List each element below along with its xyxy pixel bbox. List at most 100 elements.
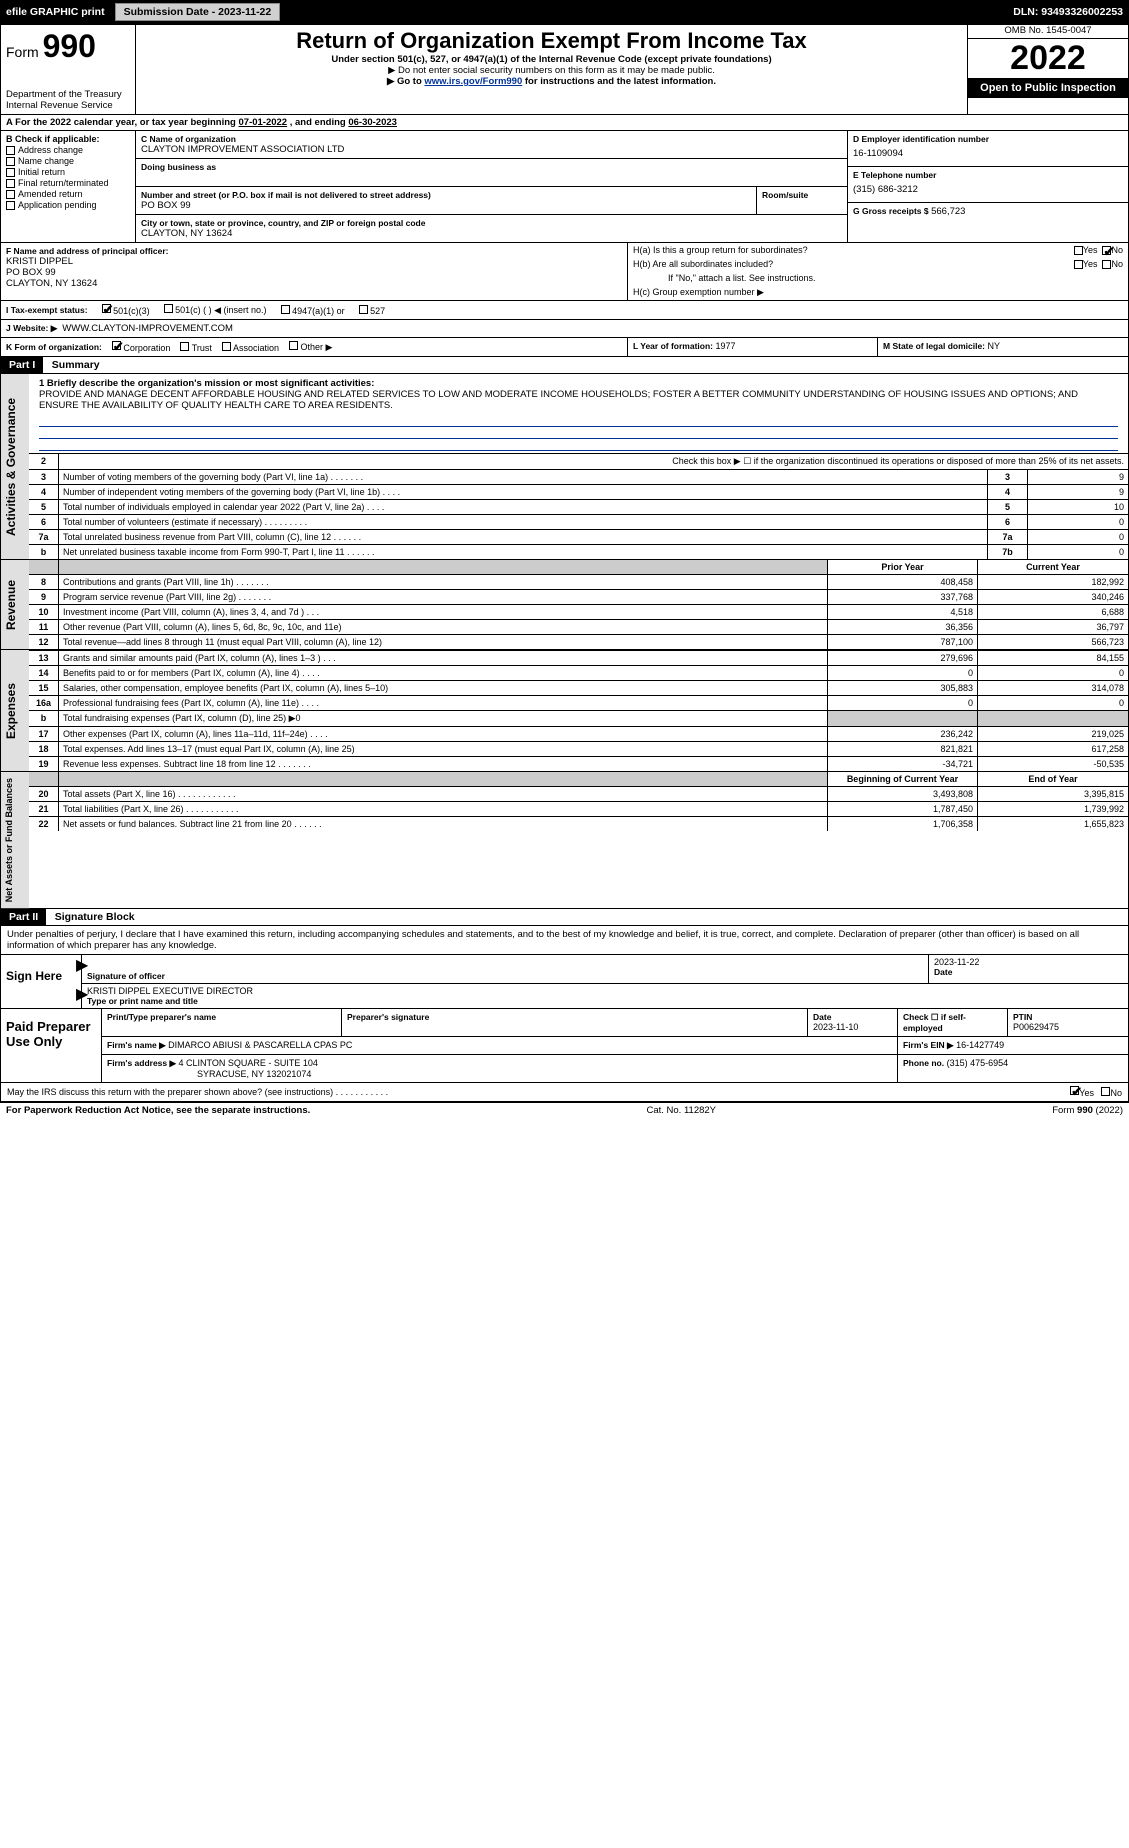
irs-label: Internal Revenue Service <box>6 100 130 111</box>
form-id-cell: Form 990 Department of the Treasury Inte… <box>1 25 136 114</box>
firm-name: DIMARCO ABIUSI & PASCARELLA CPAS PC <box>168 1040 352 1050</box>
form-word: Form <box>6 44 39 60</box>
table-row: 10Investment income (Part VIII, column (… <box>29 604 1128 619</box>
netassets-section: Net Assets or Fund Balances Beginning of… <box>1 772 1128 909</box>
org-addr: PO BOX 99 <box>141 200 751 211</box>
preparer-date: 2023-11-10 <box>813 1022 892 1032</box>
hb-label: H(b) Are all subordinates included? <box>633 259 1074 269</box>
discuss-row: May the IRS discuss this return with the… <box>1 1083 1128 1102</box>
paid-label: Paid Preparer Use Only <box>1 1009 101 1082</box>
table-row: 3Number of voting members of the governi… <box>29 469 1128 484</box>
room-label: Room/suite <box>762 190 842 200</box>
submission-button[interactable]: Submission Date - 2023-11-22 <box>115 3 281 21</box>
d-label: D Employer identification number <box>853 134 1123 144</box>
table-row: 13Grants and similar amounts paid (Part … <box>29 650 1128 665</box>
org-city: CLAYTON, NY 13624 <box>141 228 842 239</box>
form-title: Return of Organization Exempt From Incom… <box>141 28 962 54</box>
tax-year: 2022 <box>968 39 1128 78</box>
table-row: 9Program service revenue (Part VIII, lin… <box>29 589 1128 604</box>
line2: Check this box ▶ ☐ if the organization d… <box>59 454 1128 469</box>
checkbox[interactable] <box>6 146 15 155</box>
form-header: Form 990 Department of the Treasury Inte… <box>1 25 1128 115</box>
check-b-label: B Check if applicable: <box>6 134 130 144</box>
checkbox[interactable] <box>6 201 15 210</box>
declaration: Under penalties of perjury, I declare th… <box>1 926 1128 955</box>
501c3-box[interactable]: ✔ <box>102 304 111 313</box>
form-container: Form 990 Department of the Treasury Inte… <box>0 24 1129 1103</box>
hb-no-box[interactable] <box>1102 260 1111 269</box>
title-cell: Return of Organization Exempt From Incom… <box>136 25 968 114</box>
firm-ein: 16-1427749 <box>956 1040 1004 1050</box>
firm-addr2: SYRACUSE, NY 132021074 <box>107 1069 892 1079</box>
table-row: 6Total number of volunteers (estimate if… <box>29 514 1128 529</box>
table-row: 15Salaries, other compensation, employee… <box>29 680 1128 695</box>
i-label: I Tax-exempt status: <box>6 305 88 315</box>
table-row: 8Contributions and grants (Part VIII, li… <box>29 574 1128 589</box>
officer-addr1: PO BOX 99 <box>6 267 622 278</box>
e-label: E Telephone number <box>853 170 1123 180</box>
check-b-col: B Check if applicable: Address changeNam… <box>1 131 136 242</box>
corp-box[interactable]: ✔ <box>112 341 121 350</box>
hb-note: If "No," attach a list. See instructions… <box>628 271 1128 285</box>
right-info-col: D Employer identification number 16-1109… <box>848 131 1128 242</box>
state-domicile: NY <box>988 341 1001 351</box>
arrow-icon: ▶ <box>76 955 88 975</box>
trust-box[interactable] <box>180 342 189 351</box>
table-row: 12Total revenue—add lines 8 through 11 (… <box>29 634 1128 649</box>
firm-addr1: 4 CLINTON SQUARE - SUITE 104 <box>179 1058 318 1068</box>
ha-label: H(a) Is this a group return for subordin… <box>633 245 1074 255</box>
4947-box[interactable] <box>281 305 290 314</box>
527-box[interactable] <box>359 305 368 314</box>
period-end: 06-30-2023 <box>348 117 397 128</box>
checkbox[interactable] <box>6 190 15 199</box>
checkbox[interactable] <box>6 157 15 166</box>
sig-officer-label: Signature of officer <box>87 971 923 981</box>
tax-status-row: I Tax-exempt status: ✔ 501(c)(3) 501(c) … <box>1 301 1128 320</box>
table-row: 5Total number of individuals employed in… <box>29 499 1128 514</box>
footer-right: Form 990 (2022) <box>1052 1105 1123 1116</box>
sign-block: Sign Here ▶ Signature of officer 2023-11… <box>1 955 1128 1009</box>
ha-yes-box[interactable] <box>1074 246 1083 255</box>
table-row: 4Number of independent voting members of… <box>29 484 1128 499</box>
check-b-item: Address change <box>6 145 130 155</box>
current-year-hdr: Current Year <box>978 560 1128 574</box>
org-col: C Name of organization CLAYTON IMPROVEME… <box>136 131 848 242</box>
expenses-section: Expenses 13Grants and similar amounts pa… <box>1 650 1128 772</box>
checkbox[interactable] <box>6 179 15 188</box>
revenue-section: Revenue Prior Year Current Year 8Contrib… <box>1 560 1128 650</box>
part1-header: Part I Summary <box>1 357 1128 374</box>
ha-no-box[interactable]: ✔ <box>1102 246 1111 255</box>
beg-year-hdr: Beginning of Current Year <box>828 772 978 786</box>
irs-link[interactable]: www.irs.gov/Form990 <box>424 76 522 87</box>
table-row: 18Total expenses. Add lines 13–17 (must … <box>29 741 1128 756</box>
table-row: bTotal fundraising expenses (Part IX, co… <box>29 710 1128 726</box>
other-box[interactable] <box>289 341 298 350</box>
table-row: 21Total liabilities (Part X, line 26) . … <box>29 801 1128 816</box>
j-label: J Website: ▶ <box>6 323 57 333</box>
hb-yes-box[interactable] <box>1074 260 1083 269</box>
open-public-badge: Open to Public Inspection <box>968 78 1128 98</box>
check-b-item: Name change <box>6 156 130 166</box>
hc-label: H(c) Group exemption number ▶ <box>628 285 1128 300</box>
501c-box[interactable] <box>164 304 173 313</box>
k-label: K Form of organization: <box>6 342 102 352</box>
website-row: J Website: ▶ WWW.CLAYTON-IMPROVEMENT.COM <box>1 320 1128 338</box>
checkbox[interactable] <box>6 168 15 177</box>
arrow-icon: ▶ <box>76 984 88 1004</box>
paid-preparer-block: Paid Preparer Use Only Print/Type prepar… <box>1 1009 1128 1083</box>
dept-label: Department of the Treasury <box>6 89 130 100</box>
check-b-item: Amended return <box>6 189 130 199</box>
line1-label: 1 Briefly describe the organization's mi… <box>39 378 374 389</box>
table-row: 7aTotal unrelated business revenue from … <box>29 529 1128 544</box>
discuss-yes-box[interactable]: ✔ <box>1070 1086 1079 1095</box>
part2-header: Part II Signature Block <box>1 909 1128 926</box>
assoc-box[interactable] <box>222 342 231 351</box>
table-row: bNet unrelated business taxable income f… <box>29 544 1128 559</box>
table-row: 11Other revenue (Part VIII, column (A), … <box>29 619 1128 634</box>
c-label: C Name of organization <box>141 134 842 144</box>
rev-label: Revenue <box>1 560 29 649</box>
website-url: WWW.CLAYTON-IMPROVEMENT.COM <box>62 323 233 334</box>
check-b-item: Initial return <box>6 167 130 177</box>
table-row: 22Net assets or fund balances. Subtract … <box>29 816 1128 831</box>
info-grid: B Check if applicable: Address changeNam… <box>1 131 1128 242</box>
